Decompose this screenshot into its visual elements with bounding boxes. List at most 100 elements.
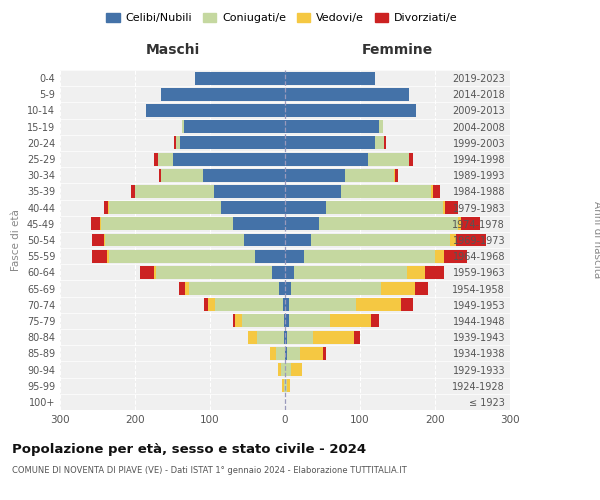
Bar: [285, 298, 289, 311]
Bar: [450, 234, 456, 246]
Bar: [415, 282, 428, 295]
Bar: [285, 185, 341, 198]
Bar: [277, 363, 281, 376]
Bar: [461, 218, 480, 230]
Bar: [204, 298, 208, 311]
Bar: [159, 169, 161, 181]
Legend: Celibi/Nubili, Coniugati/e, Vedovi/e, Divorziati/e: Celibi/Nubili, Coniugati/e, Vedovi/e, Di…: [102, 8, 462, 28]
Bar: [395, 169, 398, 181]
Bar: [92, 250, 107, 262]
Bar: [104, 234, 105, 246]
Bar: [179, 282, 185, 295]
Bar: [445, 201, 458, 214]
Bar: [285, 218, 319, 230]
Bar: [242, 314, 284, 328]
Bar: [285, 330, 287, 344]
Bar: [407, 266, 425, 279]
Bar: [279, 282, 285, 295]
Bar: [185, 282, 189, 295]
Bar: [285, 347, 287, 360]
Bar: [203, 169, 285, 181]
Bar: [154, 152, 157, 166]
Bar: [341, 185, 431, 198]
Bar: [233, 314, 235, 328]
Bar: [135, 185, 214, 198]
Bar: [91, 218, 100, 230]
Bar: [287, 347, 300, 360]
Bar: [215, 298, 283, 311]
Bar: [195, 72, 285, 85]
Bar: [157, 152, 173, 166]
Bar: [101, 218, 233, 230]
Bar: [174, 136, 176, 149]
Bar: [285, 72, 375, 85]
Bar: [104, 201, 108, 214]
Bar: [319, 218, 458, 230]
Bar: [285, 363, 291, 376]
Bar: [272, 266, 285, 279]
Bar: [291, 363, 302, 376]
Y-axis label: Fasce di età: Fasce di età: [11, 209, 21, 271]
Bar: [285, 379, 287, 392]
Bar: [284, 314, 285, 328]
Bar: [458, 218, 461, 230]
Text: Popolazione per età, sesso e stato civile - 2024: Popolazione per età, sesso e stato civil…: [12, 442, 366, 456]
Bar: [182, 120, 184, 133]
Bar: [285, 104, 416, 117]
Bar: [189, 282, 279, 295]
Bar: [184, 120, 285, 133]
Bar: [433, 185, 440, 198]
Text: COMUNE DI NOVENTA DI PIAVE (VE) - Dati ISTAT 1° gennaio 2024 - Elaborazione TUTT: COMUNE DI NOVENTA DI PIAVE (VE) - Dati I…: [12, 466, 407, 475]
Bar: [146, 104, 285, 117]
Bar: [409, 152, 413, 166]
Bar: [156, 266, 272, 279]
Bar: [176, 136, 180, 149]
Bar: [431, 185, 433, 198]
Bar: [394, 169, 395, 181]
Bar: [221, 201, 285, 214]
Bar: [257, 330, 284, 344]
Bar: [140, 266, 154, 279]
Bar: [381, 282, 415, 295]
Bar: [285, 88, 409, 101]
Bar: [283, 298, 285, 311]
Bar: [100, 218, 101, 230]
Bar: [285, 120, 379, 133]
Bar: [304, 250, 435, 262]
Bar: [285, 136, 375, 149]
Bar: [444, 250, 467, 262]
Bar: [284, 330, 285, 344]
Bar: [287, 379, 290, 392]
Bar: [108, 201, 109, 214]
Bar: [425, 266, 444, 279]
Bar: [456, 234, 486, 246]
Bar: [131, 185, 135, 198]
Bar: [233, 218, 285, 230]
Bar: [375, 136, 384, 149]
Bar: [379, 120, 383, 133]
Bar: [291, 282, 381, 295]
Bar: [161, 88, 285, 101]
Bar: [354, 330, 360, 344]
Bar: [435, 250, 444, 262]
Bar: [244, 234, 285, 246]
Text: Femmine: Femmine: [362, 43, 433, 57]
Bar: [109, 250, 255, 262]
Bar: [214, 185, 285, 198]
Bar: [270, 347, 276, 360]
Bar: [276, 347, 285, 360]
Text: Maschi: Maschi: [145, 43, 200, 57]
Bar: [248, 330, 257, 344]
Bar: [401, 298, 413, 311]
Bar: [208, 298, 215, 311]
Bar: [289, 298, 356, 311]
Bar: [235, 314, 242, 328]
Bar: [154, 266, 156, 279]
Bar: [323, 347, 326, 360]
Bar: [345, 169, 394, 181]
Bar: [313, 330, 354, 344]
Bar: [367, 152, 409, 166]
Bar: [285, 152, 367, 166]
Bar: [330, 314, 371, 328]
Text: Anni di nascita: Anni di nascita: [592, 202, 600, 278]
